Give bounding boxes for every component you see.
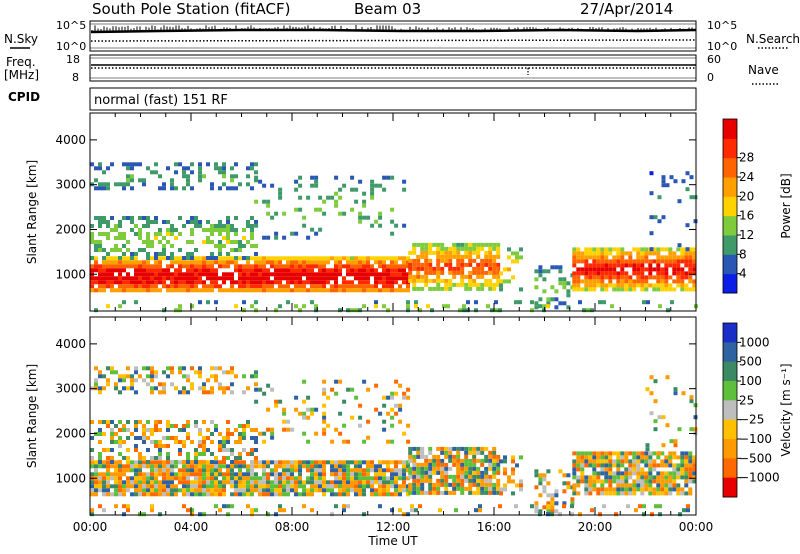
colorbar-segment bbox=[723, 177, 737, 197]
velocity-colorbar: 1000 500 100 25 −25 −100 −500 −1000 Velocity [m … bbox=[722, 322, 793, 498]
power-colorbar: 4 8 12 16 20 24 28 Power [dB] bbox=[722, 118, 793, 294]
colorbar-segment bbox=[723, 323, 737, 343]
y-tick-label: 4000 bbox=[55, 133, 86, 147]
colorbar-segment bbox=[723, 235, 737, 255]
y-tick-label: 3000 bbox=[55, 382, 86, 396]
colorbar-tick-label: 20 bbox=[739, 189, 754, 203]
colorbar-segment bbox=[723, 419, 737, 440]
x-tick-label: 16:00 bbox=[477, 520, 512, 534]
cpid-strip: CPID normal (fast) 151 RF bbox=[8, 87, 697, 111]
freq-tick-top: 18 bbox=[66, 53, 80, 66]
colorbar-segment bbox=[723, 342, 737, 363]
colorbar-segment bbox=[723, 157, 737, 178]
power-echo-texture bbox=[90, 162, 698, 313]
velocity-ylabel: Slant Range [km] bbox=[25, 364, 39, 468]
colorbar-segment bbox=[723, 254, 737, 275]
colorbar-segment bbox=[723, 361, 737, 382]
velocity-echo-texture bbox=[90, 366, 698, 517]
log-tick-top-right: 10^5 bbox=[707, 19, 737, 32]
colorbar-tick-label: 25 bbox=[739, 393, 754, 407]
x-axis-label: Time UT bbox=[367, 534, 418, 548]
nave-label: Nave bbox=[748, 63, 779, 77]
power-ylabel: Slant Range [km] bbox=[25, 160, 39, 264]
y-tick-label: 1000 bbox=[55, 471, 86, 485]
nsky-trace bbox=[90, 28, 697, 34]
colorbar-segment bbox=[723, 439, 737, 459]
colorbar-tick-label: 16 bbox=[739, 209, 754, 223]
nave-tick-bottom: 0 bbox=[707, 71, 714, 84]
y-tick-label: 4000 bbox=[55, 337, 86, 351]
colorbar-segment bbox=[723, 381, 737, 401]
colorbar-tick-label: 28 bbox=[739, 151, 754, 165]
colorbar-segment bbox=[723, 196, 737, 217]
colorbar-tick-label: −1000 bbox=[739, 471, 780, 485]
nsearch-trace bbox=[90, 39, 697, 42]
x-tick-label: 00:00 bbox=[679, 520, 714, 534]
freq-label-top: Freq. bbox=[6, 55, 36, 69]
freq-label-unit: [MHz] bbox=[4, 68, 39, 82]
date-title: 27/Apr/2014 bbox=[580, 0, 674, 18]
freq-tick-bottom: 8 bbox=[72, 71, 79, 84]
log-tick-bottom-right: 10^0 bbox=[707, 40, 737, 53]
colorbar-segment bbox=[723, 273, 737, 294]
cpid-value: normal (fast) 151 RF bbox=[94, 93, 228, 108]
power-colorbar-label: Power [dB] bbox=[779, 173, 793, 238]
colorbar-tick-label: 4 bbox=[739, 267, 747, 281]
x-tick-label: 08:00 bbox=[275, 520, 310, 534]
x-tick-label: 00:00 bbox=[73, 520, 108, 534]
colorbar-tick-label: 100 bbox=[739, 374, 762, 388]
colorbar-tick-label: −100 bbox=[739, 432, 772, 446]
x-tick-label: 12:00 bbox=[376, 520, 411, 534]
colorbar-tick-label: −500 bbox=[739, 451, 772, 465]
x-tick-label: 20:00 bbox=[578, 520, 613, 534]
colorbar-segment bbox=[723, 458, 737, 479]
y-tick-label: 2000 bbox=[55, 426, 86, 440]
power-panel: 1000 2000 3000 4000 Slant Range [km] 4 8 12 16 20… bbox=[25, 112, 793, 313]
nave-tick-top: 60 bbox=[707, 53, 721, 66]
colorbar-segment bbox=[723, 400, 737, 421]
colorbar-tick-label: 500 bbox=[739, 355, 762, 369]
beam-title: Beam 03 bbox=[354, 0, 422, 18]
colorbar-segment bbox=[723, 215, 737, 236]
cpid-label: CPID bbox=[8, 90, 40, 104]
nsky-spikes bbox=[91, 25, 693, 31]
nsky-label: N.Sky bbox=[4, 32, 38, 46]
colorbar-tick-label: −25 bbox=[739, 413, 764, 427]
colorbar-tick-label: 12 bbox=[739, 228, 754, 242]
log-tick-bottom-left: 10^0 bbox=[56, 40, 86, 53]
nsky-strip: N.Sky 10^5 10^0 10^5 10^0 N.Search bbox=[4, 19, 800, 53]
log-tick-top-left: 10^5 bbox=[56, 19, 86, 32]
colorbar-segment bbox=[723, 119, 737, 139]
colorbar-tick-label: 8 bbox=[739, 247, 747, 261]
y-tick-label: 3000 bbox=[55, 178, 86, 192]
y-tick-label: 2000 bbox=[55, 222, 86, 236]
x-tick-label: 04:00 bbox=[174, 520, 209, 534]
freq-strip: Freq. [MHz] 18 8 60 0 Nave bbox=[4, 53, 779, 85]
velocity-panel: 1000 2000 3000 4000 00:00 04:00 08:00 12:00 16:0… bbox=[25, 316, 793, 548]
colorbar-segment bbox=[723, 138, 737, 159]
station-title: South Pole Station (fitACF) bbox=[92, 0, 291, 18]
nsearch-label: N.Search bbox=[746, 32, 800, 46]
colorbar-tick-label: 1000 bbox=[739, 335, 770, 349]
colorbar-segment bbox=[723, 477, 737, 498]
velocity-colorbar-label: Velocity [m s⁻¹] bbox=[779, 363, 793, 456]
y-tick-label: 1000 bbox=[55, 267, 86, 281]
colorbar-tick-label: 24 bbox=[739, 170, 754, 184]
